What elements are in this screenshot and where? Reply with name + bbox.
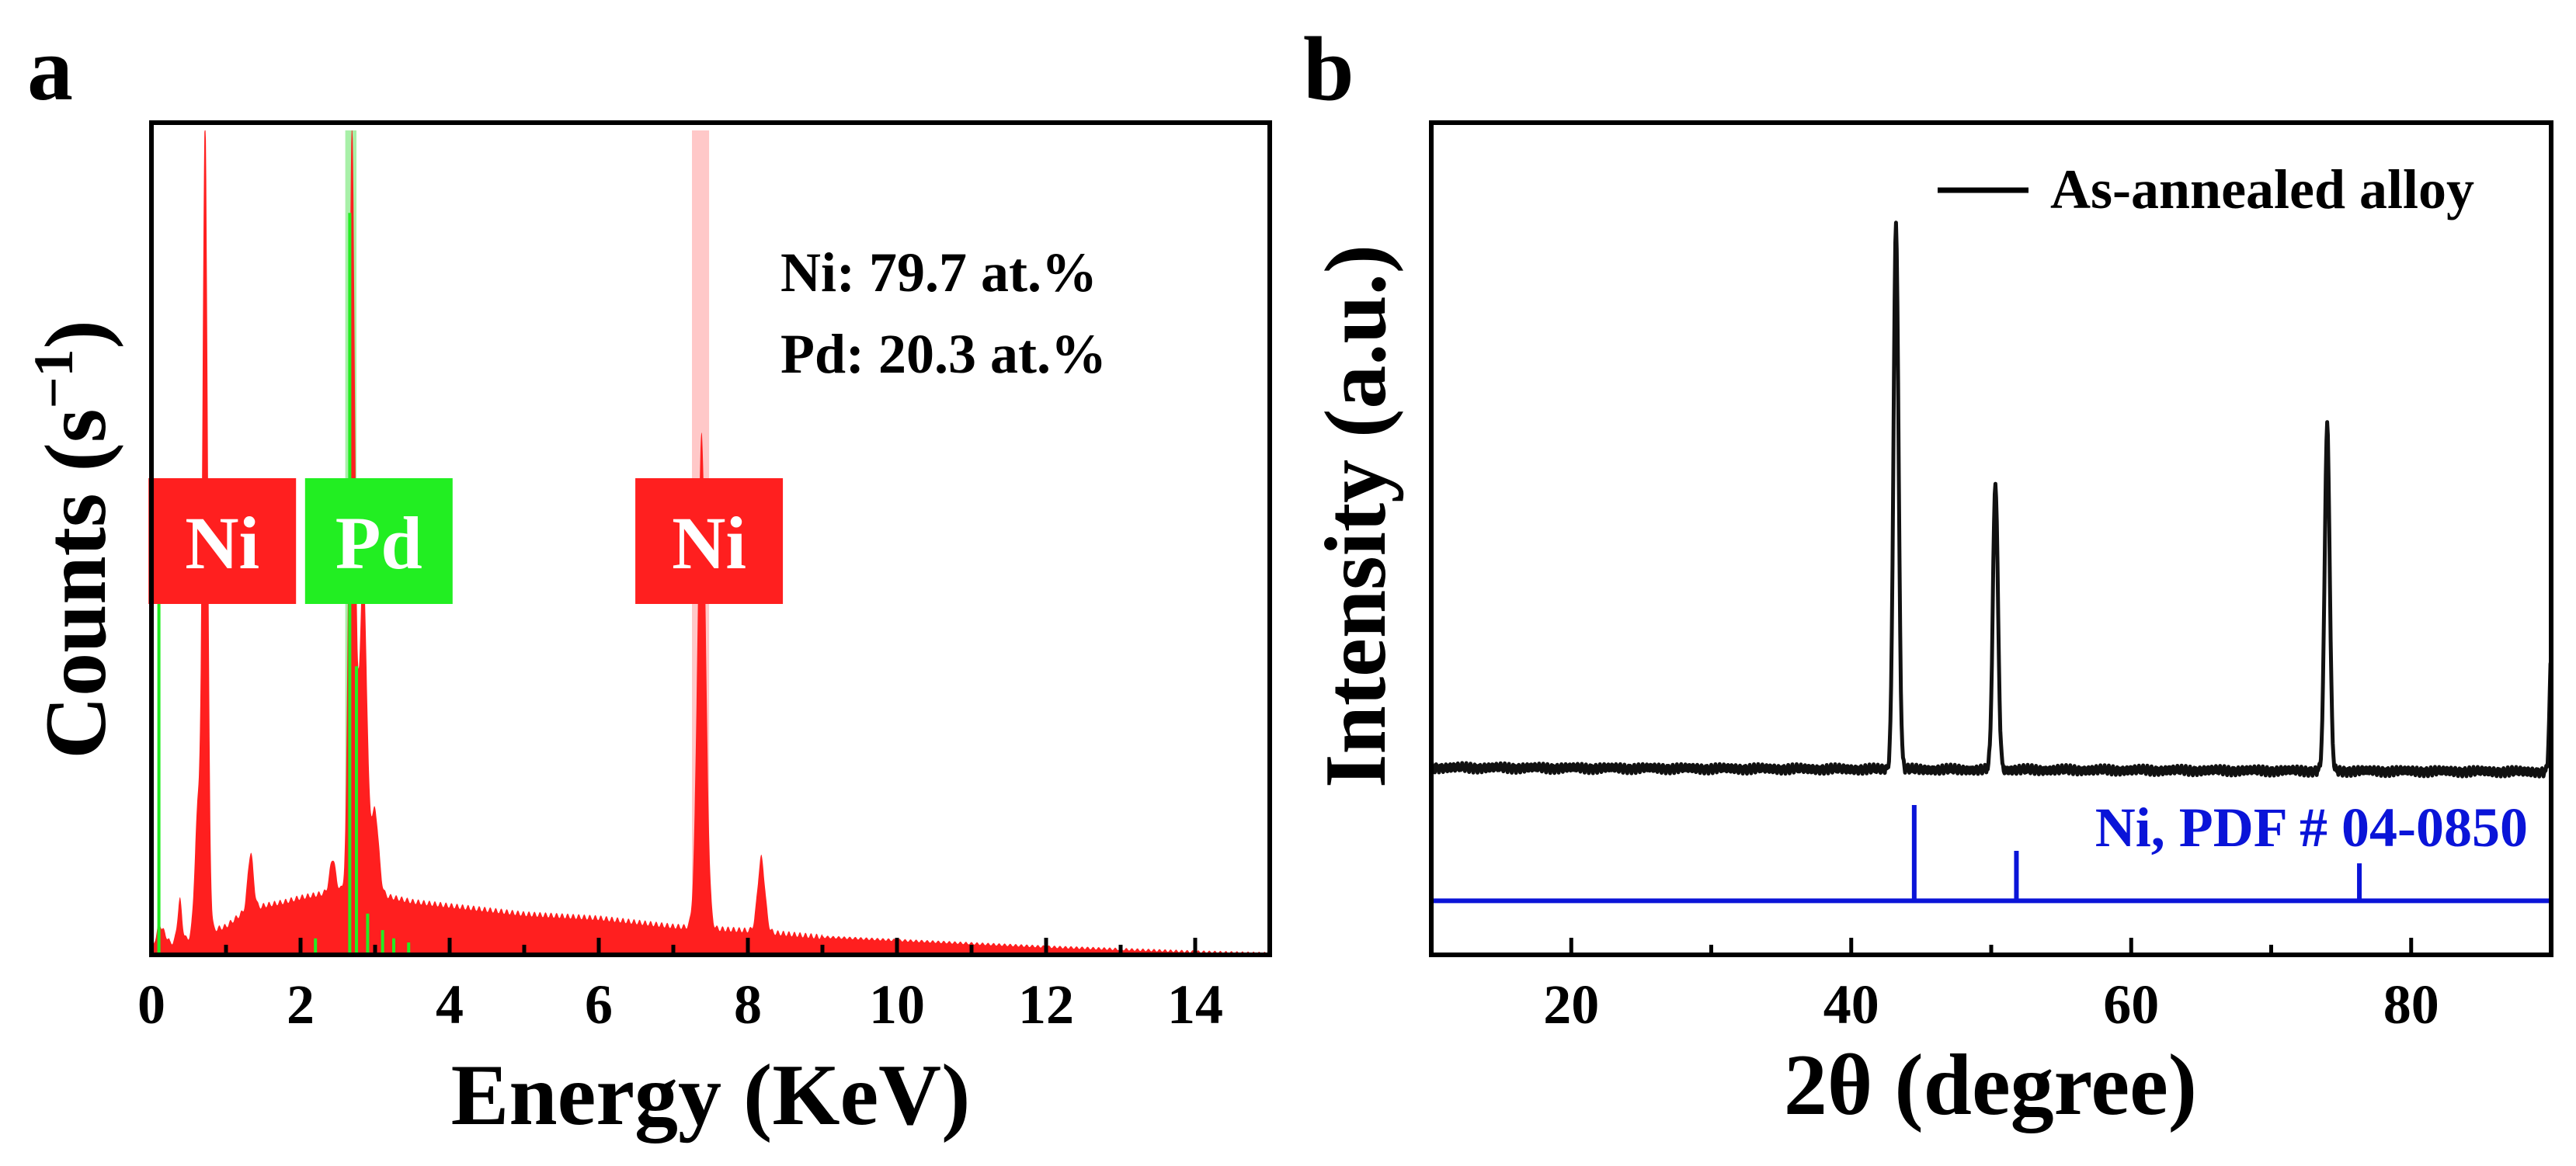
legend: As-annealed alloy	[1938, 158, 2474, 220]
x-axis-ticks-a: 0 2 4 6 8 10 12 14	[137, 938, 1272, 1036]
x-tick-label-a: 2	[287, 973, 315, 1036]
xrd-pattern-line	[1429, 220, 2553, 779]
eds-chart: Ni Pd Ni Ni: 79.7 at.% Pd: 20.3 at.% 0 2 4…	[23, 120, 1272, 1143]
x-tick-label-a: 10	[869, 973, 925, 1036]
x-tick-label-a: 8	[734, 973, 762, 1036]
legend-label: As-annealed alloy	[2050, 158, 2474, 220]
annotation-pd-composition: Pd: 20.3 at.%	[780, 323, 1107, 385]
x-tick-label-a: 4	[436, 973, 464, 1036]
element-label-ni-2: Ni	[635, 478, 784, 604]
plot-frame-a	[149, 120, 1272, 957]
svg-text:Pd: Pd	[335, 501, 422, 585]
x-tick-label-b: 60	[2103, 973, 2159, 1036]
panel-a-label: a	[27, 18, 73, 120]
reference-pattern	[1431, 805, 2551, 904]
annotation-ni-composition: Ni: 79.7 at.%	[780, 241, 1097, 304]
x-tick-label-b: 40	[1823, 973, 1879, 1036]
x-tick-label-b: 80	[2383, 973, 2439, 1036]
x-axis-label-b: 2θ (degree)	[1784, 1037, 2197, 1133]
reference-label: Ni, PDF # 04-0850	[2095, 796, 2528, 859]
y-axis-label-b: Intensity (a.u.)	[1308, 245, 1404, 788]
x-axis-ticks-b: 20 40 60 80	[1429, 938, 2553, 1036]
xrd-chart: As-annealed alloy Ni, PDF # 04-0850 20 40…	[1308, 120, 2553, 1133]
svg-text:Ni: Ni	[185, 501, 259, 585]
x-tick-label-a: 6	[585, 973, 613, 1036]
y-axis-label-a: Counts (s−1)	[23, 320, 124, 759]
panel-b-label: b	[1303, 18, 1354, 120]
svg-text:Ni: Ni	[672, 501, 746, 585]
x-tick-label-a: 14	[1167, 973, 1223, 1036]
element-label-ni-1: Ni	[148, 478, 297, 604]
x-axis-label-a: Energy (KeV)	[451, 1047, 971, 1143]
x-tick-label-a: 0	[137, 973, 165, 1036]
x-tick-label-a: 12	[1018, 973, 1074, 1036]
x-tick-label-b: 20	[1543, 973, 1599, 1036]
element-label-pd: Pd	[304, 478, 453, 604]
